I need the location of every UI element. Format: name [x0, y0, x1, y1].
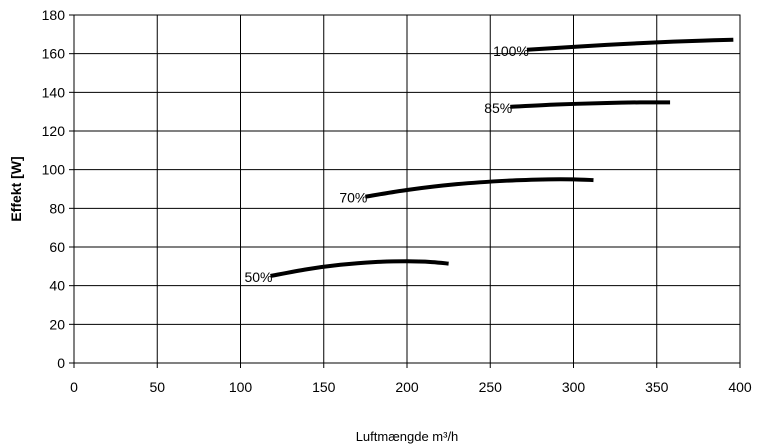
series-label: 50%	[244, 269, 272, 285]
x-tick-label: 150	[312, 379, 336, 395]
y-tick-label: 120	[42, 123, 66, 139]
y-tick-label: 20	[49, 316, 65, 332]
x-tick-label: 200	[395, 379, 419, 395]
x-tick-label: 350	[645, 379, 669, 395]
x-tick-label: 250	[479, 379, 503, 395]
series-line-70pct	[365, 177, 594, 199]
series-label: 70%	[339, 190, 367, 206]
x-tick-label: 50	[149, 379, 165, 395]
y-tick-label: 0	[57, 355, 65, 371]
series-label: 100%	[493, 43, 529, 59]
y-tick-label: 40	[49, 278, 65, 294]
y-tick-label: 80	[49, 200, 65, 216]
y-tick-label: 160	[42, 46, 66, 62]
y-tick-label: 180	[42, 7, 66, 23]
series-line-85pct	[510, 100, 671, 109]
series-line-100pct	[526, 37, 734, 52]
x-axis-label: Luftmængde m³/h	[356, 429, 459, 444]
x-tick-label: 300	[562, 379, 586, 395]
x-tick-label: 100	[229, 379, 253, 395]
y-tick-label: 140	[42, 84, 66, 100]
y-tick-label: 60	[49, 239, 65, 255]
x-tick-label: 400	[728, 379, 752, 395]
series-label: 85%	[484, 100, 512, 116]
y-tick-labels: 0 20 40 60 80 100 120 140 160 180	[42, 7, 74, 371]
x-tick-label: 0	[70, 379, 78, 395]
series-line-50pct	[270, 259, 449, 278]
y-axis-label: Effekt [W]	[8, 156, 24, 221]
y-tick-label: 100	[42, 162, 66, 178]
x-tick-labels: 0 50 100 150 200 250 300 350 400	[70, 363, 752, 395]
series-group: 50% 70% 85% 100%	[244, 37, 734, 285]
